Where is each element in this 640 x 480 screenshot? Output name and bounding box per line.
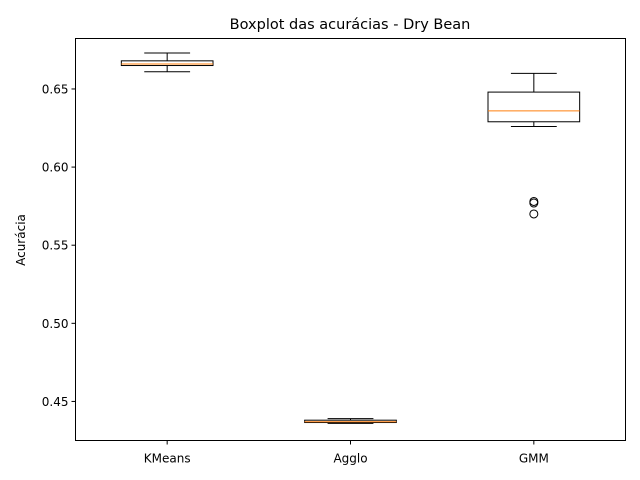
outlier-point — [529, 209, 539, 219]
y-tick-label: 0.45 — [42, 395, 69, 409]
outlier-point — [529, 198, 539, 208]
chart-title: Boxplot das acurácias - Dry Bean — [230, 17, 471, 33]
x-tick-label: KMeans — [144, 452, 191, 466]
x-tick-label: Agglo — [333, 452, 367, 466]
axes-frame — [75, 38, 626, 441]
y-tick-label: 0.55 — [42, 239, 69, 253]
y-axis-label: Acurácia — [14, 214, 28, 266]
iqr-box — [120, 60, 214, 67]
y-tick-label: 0.50 — [42, 317, 69, 331]
y-tick-label: 0.60 — [42, 161, 69, 175]
iqr-box — [487, 91, 581, 123]
y-tick-label: 0.65 — [42, 82, 69, 96]
x-tick-label: GMM — [519, 452, 549, 466]
plot-area: 0.45 0.50 0.55 0.60 0.65 KMeans Agglo GMM — [42, 52, 581, 466]
